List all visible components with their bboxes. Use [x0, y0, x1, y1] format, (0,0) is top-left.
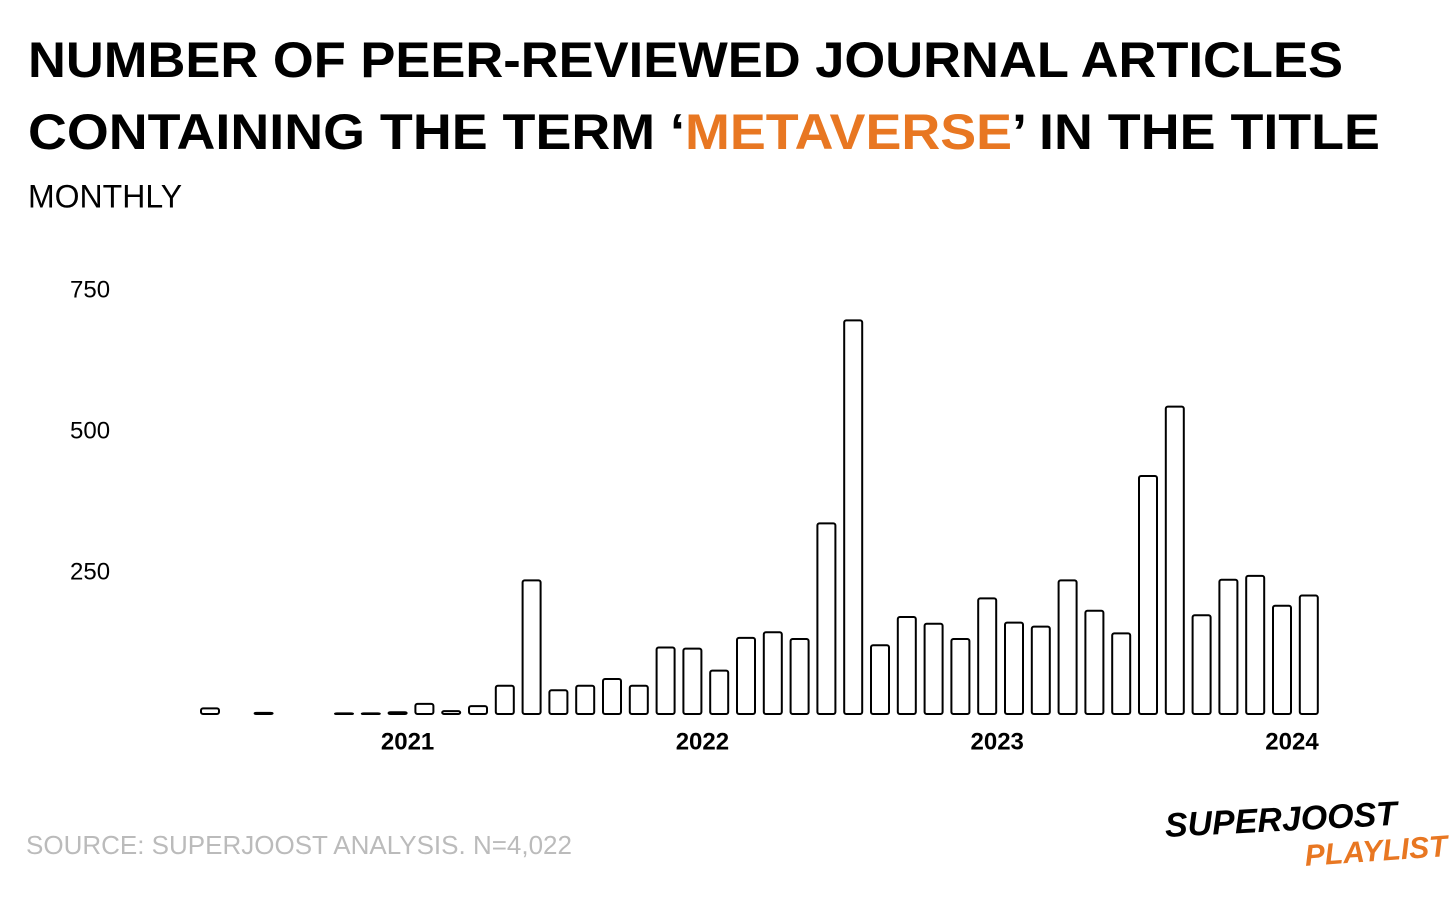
y-tick-label: 500 [70, 417, 110, 444]
source-note: SOURCE: SUPERJOOST ANALYSIS. N=4,022 [26, 830, 572, 860]
bar [494, 684, 515, 715]
bar [789, 637, 810, 715]
bar [548, 689, 569, 716]
bar [736, 636, 756, 715]
bar [441, 710, 462, 715]
bar [521, 579, 542, 715]
bar [253, 711, 274, 716]
bar [977, 597, 998, 716]
bar [1218, 578, 1239, 715]
bar [1298, 594, 1319, 715]
title-part: ’ IN THE TITLE [1012, 104, 1380, 160]
chart-title: NUMBER OF PEER-REVIEWED JOURNAL ARTICLES [28, 32, 1343, 88]
bar [896, 615, 917, 716]
bar [950, 637, 971, 715]
bar [575, 684, 596, 715]
bar [1084, 609, 1105, 716]
bar [682, 647, 703, 715]
y-tick-label: 250 [70, 558, 110, 585]
bar [334, 712, 354, 715]
bar [1191, 614, 1212, 715]
title-highlight: METAVERSE [685, 104, 1012, 160]
y-tick-label: 750 [70, 276, 110, 303]
bar [200, 707, 220, 715]
x-tick-label: 2022 [676, 728, 729, 755]
bar [923, 622, 944, 716]
bar [360, 712, 381, 715]
bar [1111, 632, 1132, 716]
bar [387, 711, 408, 715]
bar [709, 669, 730, 716]
chart-subtitle: MONTHLY [28, 178, 182, 214]
bar [870, 644, 890, 716]
title-part: CONTAINING THE TERM ‘ [28, 104, 685, 160]
bar [414, 702, 435, 716]
x-tick-label: 2021 [381, 728, 434, 755]
bar [602, 678, 622, 715]
bar [468, 705, 488, 716]
chart-title: CONTAINING THE TERM ‘METAVERSE’ IN THE T… [28, 104, 1380, 160]
bar [1030, 625, 1051, 716]
x-tick-label: 2024 [1265, 728, 1319, 755]
bar [843, 319, 864, 715]
bar [655, 646, 676, 715]
bar [1138, 474, 1158, 715]
bar [628, 684, 649, 715]
bar [1245, 574, 1266, 715]
bar [1057, 579, 1078, 715]
bar [762, 631, 783, 715]
bar [1164, 405, 1185, 715]
x-tick-label: 2023 [971, 728, 1024, 755]
bar [816, 522, 837, 715]
bar [1272, 604, 1292, 715]
bar [1004, 621, 1024, 716]
